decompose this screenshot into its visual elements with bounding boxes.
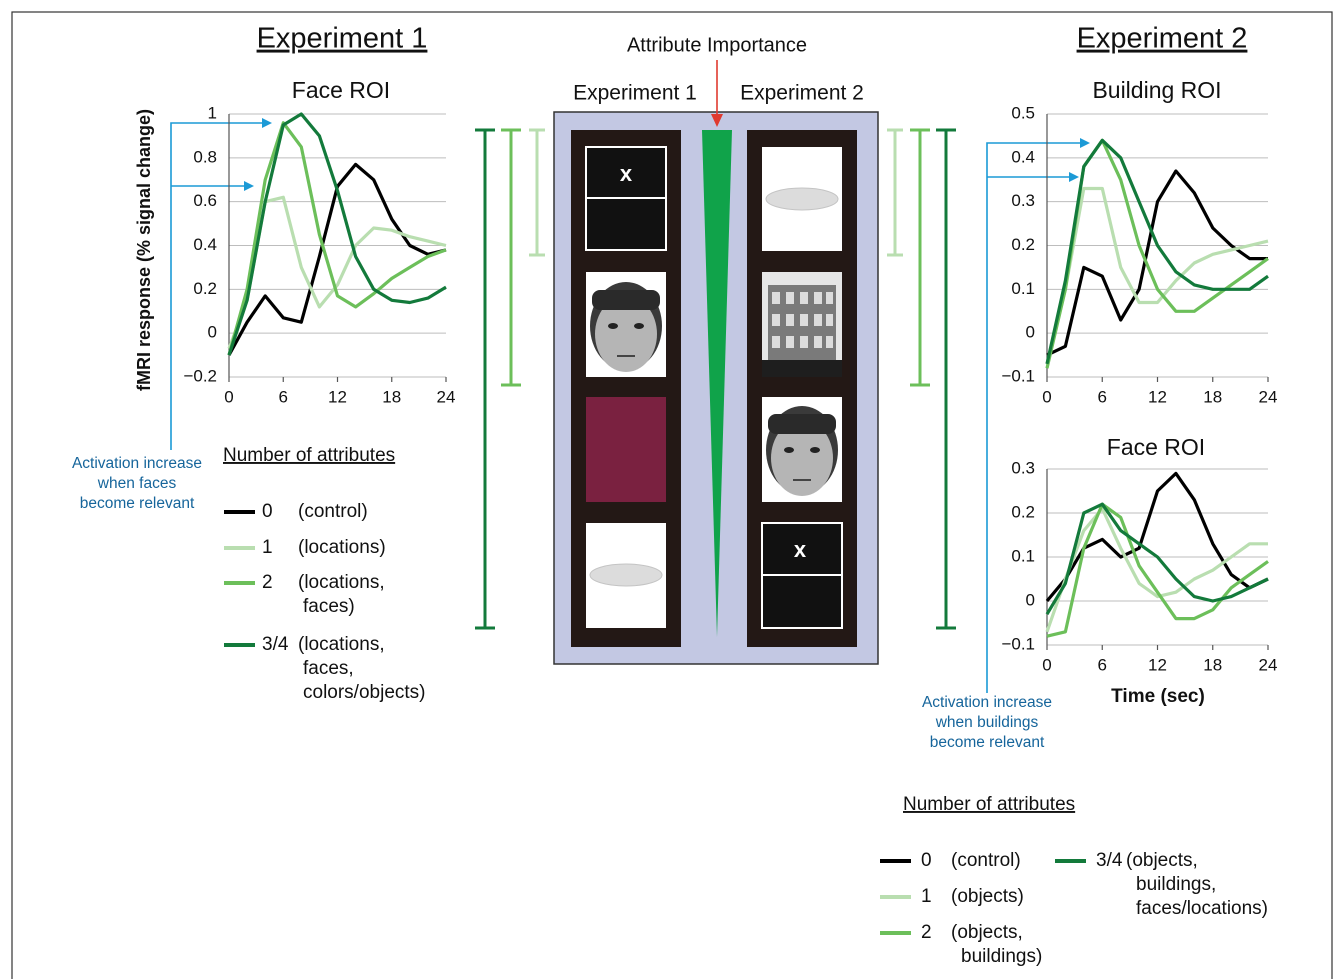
x-tick-label: 18 [1203,387,1222,406]
y-tick-label: 0.1 [1011,279,1035,298]
legend-number: 3/4 [262,634,289,655]
y-tick-label: 0.4 [193,235,217,254]
chart-title: Building ROI [1092,77,1221,103]
x-axis-label: Time (sec) [1111,686,1205,707]
legend-number: 2 [262,572,273,593]
y-tick-label: 0.2 [193,279,217,298]
x-tick-label: 18 [1203,655,1222,674]
x-tick-label: 0 [1042,655,1051,674]
y-tick-label: −0.1 [1001,366,1035,385]
legend-label: colors/objects) [303,682,426,703]
legend-number: 1 [262,537,273,558]
y-tick-label: 0.8 [193,147,217,166]
annotation-line: when buildings [935,714,1039,731]
annotation-line: when faces [97,475,177,492]
panel-title: Attribute Importance [627,34,807,56]
annotation-line: Activation increase [922,694,1052,711]
y-tick-label: 0.2 [1011,502,1035,521]
x-tick-label: 24 [1259,655,1278,674]
line-series [1047,140,1268,364]
annotation-line: become relevant [80,495,195,512]
legend-number: 1 [921,886,932,907]
heading: Experiment 1 [257,23,428,55]
legend-label: faces, [303,658,354,679]
legend-number: 0 [262,501,273,522]
x-tick-label: 12 [328,387,347,406]
y-axis-label: fMRI response (% signal change) [134,109,154,391]
column-label: Experiment 1 [573,82,697,105]
column-label: Experiment 2 [740,82,864,105]
x-tick-label: 18 [382,387,401,406]
legend-label: buildings, [1136,874,1216,895]
annotation-line: Activation increase [72,455,202,472]
legend-label: (objects, [951,922,1023,943]
y-tick-label: 0.6 [193,191,217,210]
legend-number: 3/4 [1096,850,1123,871]
y-tick-label: 0.4 [1011,147,1035,166]
stimulus-panel: Attribute Importance Experiment 1 Experi… [554,34,878,664]
chart-title: Face ROI [292,77,390,103]
legend-label: (objects) [951,886,1024,907]
heading: Experiment 2 [1077,23,1248,55]
legend-label: (control) [298,501,368,522]
legend-label: (locations, [298,572,385,593]
x-tick-label: 6 [279,387,288,406]
y-tick-label: 1 [208,103,217,122]
legend-label: (locations, [298,634,385,655]
location-mark: x [794,537,807,562]
y-tick-label: 0 [208,323,217,342]
y-tick-label: 0 [1026,590,1035,609]
chart-title: Face ROI [1107,434,1205,460]
line-series [229,114,446,355]
x-tick-label: 0 [224,387,233,406]
annotation-line: become relevant [930,734,1045,751]
y-tick-label: 0.2 [1011,235,1035,254]
legend-number: 0 [921,850,932,871]
y-tick-label: −0.2 [183,366,217,385]
legend-number: 2 [921,922,932,943]
legend-label: (control) [951,850,1021,871]
line-series [1047,140,1268,368]
legend-label: faces/locations) [1136,898,1268,919]
x-tick-label: 6 [1098,655,1107,674]
y-tick-label: −0.1 [1001,634,1035,653]
figure: Experiment 1 Experiment 2 Attribute Impo… [0,0,1338,979]
legend-title: Number of attributes [903,794,1075,815]
x-tick-label: 6 [1098,387,1107,406]
x-tick-label: 12 [1148,655,1167,674]
legend-label: buildings) [961,946,1042,967]
y-tick-label: 0.1 [1011,546,1035,565]
y-tick-label: 0.5 [1011,103,1035,122]
y-tick-label: 0.3 [1011,191,1035,210]
x-tick-label: 12 [1148,387,1167,406]
x-tick-label: 24 [437,387,456,406]
y-tick-label: 0.3 [1011,458,1035,477]
legend-label: faces) [303,596,355,617]
x-tick-label: 0 [1042,387,1051,406]
x-tick-label: 24 [1259,387,1278,406]
legend-title: Number of attributes [223,445,395,466]
legend-label: (objects, [1126,850,1198,871]
legend-label: (locations) [298,537,386,558]
location-mark: x [620,161,633,186]
y-tick-label: 0 [1026,323,1035,342]
